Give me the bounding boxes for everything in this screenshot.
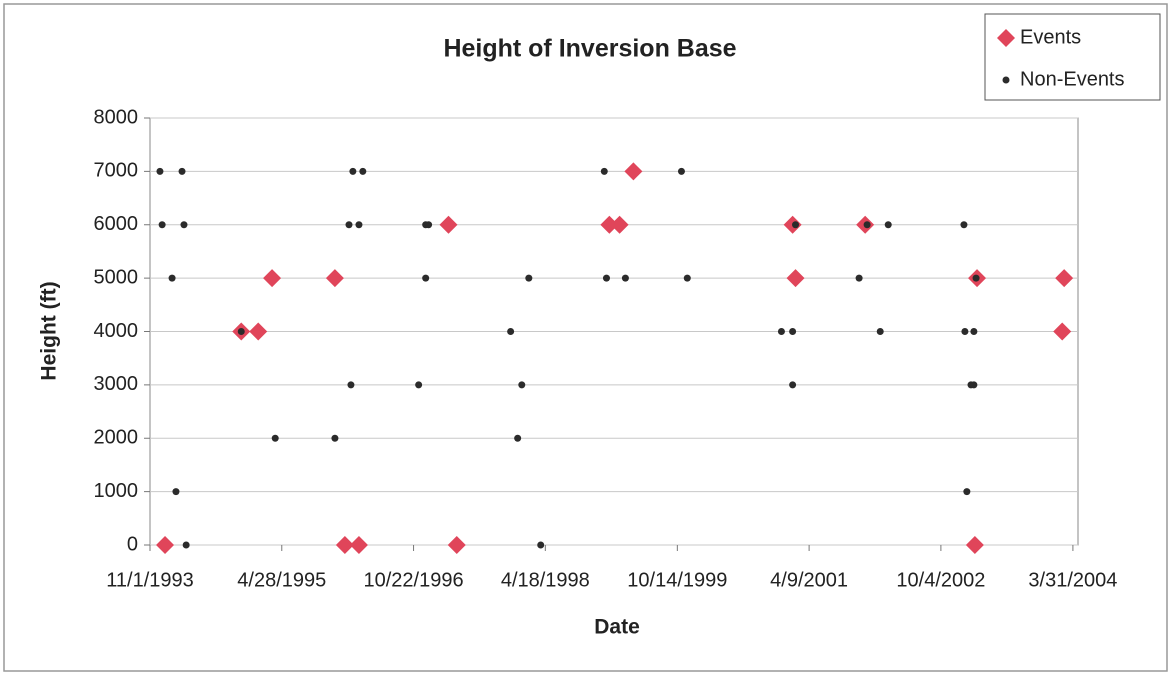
x-tick-label: 4/28/1995: [237, 569, 326, 591]
y-tick-label: 8000: [94, 106, 139, 128]
event-marker: [610, 215, 629, 234]
non-event-marker: [168, 274, 176, 282]
non-event-marker: [537, 541, 545, 549]
event-marker: [1055, 269, 1074, 288]
x-tick-label: 4/9/2001: [770, 569, 848, 591]
event-marker: [997, 29, 1015, 47]
non-event-marker: [180, 221, 188, 229]
non-event-marker: [415, 381, 423, 389]
event-marker: [786, 269, 805, 288]
non-event-marker: [683, 274, 691, 282]
y-tick-label: 2000: [94, 427, 139, 449]
non-event-marker: [600, 167, 608, 175]
non-event-marker: [425, 221, 433, 229]
non-event-marker: [863, 221, 871, 229]
event-marker: [624, 162, 643, 181]
non-event-marker: [172, 488, 180, 496]
non-event-marker: [855, 274, 863, 282]
x-tick-label: 10/4/2002: [896, 569, 985, 591]
non-event-marker: [677, 167, 685, 175]
event-marker: [447, 536, 466, 554]
y-tick-label: 7000: [94, 160, 139, 182]
non-event-marker: [271, 434, 279, 442]
y-tick-label: 3000: [94, 373, 139, 395]
non-event-marker: [347, 381, 355, 389]
event-marker: [965, 536, 984, 554]
non-event-marker: [1002, 76, 1010, 84]
non-event-marker: [970, 328, 978, 335]
non-event-marker: [972, 274, 980, 282]
non-event-marker: [514, 434, 522, 442]
non-event-marker: [359, 167, 367, 175]
x-tick-label: 3/31/2004: [1028, 569, 1117, 591]
non-event-marker: [789, 328, 797, 335]
y-tick-label: 4000: [94, 320, 139, 342]
event-marker: [335, 536, 354, 554]
non-event-marker: [237, 328, 245, 335]
non-event-marker: [602, 274, 610, 282]
event-marker: [325, 269, 344, 288]
non-event-marker: [178, 167, 186, 175]
non-event-marker: [525, 274, 533, 282]
non-event-marker: [876, 328, 884, 335]
event-marker: [263, 269, 282, 288]
x-tick-label: 10/14/1999: [627, 569, 727, 591]
event-marker: [156, 536, 175, 554]
y-axis-label: Height (ft): [38, 281, 61, 380]
non-event-marker: [792, 221, 800, 229]
y-tick-label: 0: [127, 533, 138, 555]
y-tick-label: 5000: [94, 266, 139, 288]
event-marker: [249, 322, 268, 341]
chart-title: Height of Inversion Base: [443, 35, 736, 63]
y-tick-label: 1000: [94, 480, 139, 502]
non-event-marker: [158, 221, 166, 229]
x-tick-label: 10/22/1996: [363, 569, 463, 591]
non-event-marker: [961, 328, 969, 335]
non-event-marker: [518, 381, 526, 389]
legend-label: Events: [1020, 26, 1081, 48]
non-event-marker: [963, 488, 971, 496]
non-event-marker: [345, 221, 353, 229]
event-marker: [439, 215, 458, 234]
non-event-marker: [970, 381, 978, 389]
x-axis-label: Date: [594, 616, 640, 639]
non-event-marker: [355, 221, 363, 229]
non-event-marker: [422, 274, 430, 282]
legend-label: Non-Events: [1020, 68, 1125, 90]
non-event-marker: [331, 434, 339, 442]
non-event-marker: [884, 221, 892, 229]
non-event-marker: [349, 167, 357, 175]
non-event-marker: [960, 221, 968, 229]
x-tick-label: 4/18/1998: [501, 569, 590, 591]
event-marker: [349, 536, 368, 554]
event-marker: [600, 215, 619, 234]
non-event-marker: [156, 167, 164, 175]
non-event-marker: [507, 328, 515, 335]
non-event-marker: [621, 274, 629, 282]
non-event-marker: [789, 381, 797, 389]
non-event-marker: [777, 328, 785, 335]
non-event-marker: [182, 541, 190, 549]
x-tick-label: 11/1/1993: [106, 569, 194, 591]
event-marker: [1053, 322, 1072, 341]
legend-box: [984, 13, 1161, 101]
y-tick-label: 6000: [94, 213, 139, 235]
